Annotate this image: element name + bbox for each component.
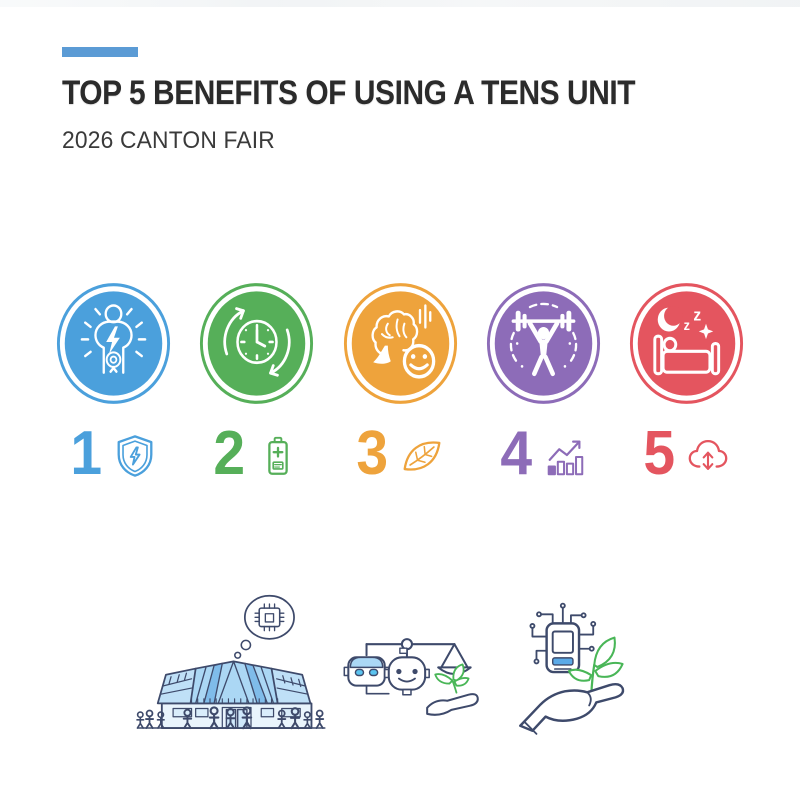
benefit-circle-1 bbox=[55, 281, 172, 406]
svg-text:z: z bbox=[693, 306, 701, 325]
brain-mood-smiley-icon bbox=[343, 283, 457, 404]
rank-number: 1 bbox=[70, 419, 102, 488]
robots-balance-scale-illustration bbox=[343, 638, 479, 716]
rank-number: 4 bbox=[499, 419, 532, 488]
top-edge-band bbox=[0, 0, 800, 7]
pain-relief-body-lightning-icon bbox=[56, 283, 171, 404]
benefit-circles-row: z z bbox=[0, 281, 800, 406]
benefit-rank-1: 1 bbox=[55, 422, 172, 486]
shield-lightning-icon bbox=[117, 435, 153, 477]
rank-number: 5 bbox=[643, 419, 675, 488]
rank-number: 3 bbox=[356, 419, 389, 488]
benefit-circle-2 bbox=[198, 281, 315, 406]
benefit-circle-3 bbox=[342, 281, 459, 406]
strength-weightlifter-icon bbox=[486, 283, 600, 404]
page-title: TOP 5 BENEFITS OF USING A TENS UNIT bbox=[62, 74, 636, 112]
accent-bar bbox=[62, 47, 138, 57]
recovery-clock-refresh-icon bbox=[200, 283, 314, 404]
leaf-icon bbox=[403, 441, 441, 471]
exhibition-hall-illustration bbox=[136, 594, 326, 730]
benefit-ranks-row: 1 2 3 bbox=[0, 422, 800, 486]
benefit-rank-3: 3 bbox=[342, 422, 459, 486]
benefit-circle-5: z z bbox=[628, 281, 745, 406]
hand-device-plant-illustration bbox=[519, 602, 625, 735]
battery-plus-icon bbox=[268, 436, 289, 475]
benefit-rank-5: 5 bbox=[628, 422, 745, 486]
svg-text:z: z bbox=[684, 318, 691, 333]
rank-number: 2 bbox=[213, 419, 246, 488]
cloud-sync-arrows-icon bbox=[688, 439, 728, 472]
page-subtitle: 2026 CANTON FAIR bbox=[62, 127, 275, 154]
sleep-moon-bed-icon: z z bbox=[629, 283, 744, 404]
header: TOP 5 BENEFITS OF USING A TENS UNIT 2026… bbox=[62, 47, 713, 155]
benefit-rank-4: 4 bbox=[485, 422, 602, 486]
growth-bar-chart-icon bbox=[547, 440, 584, 476]
benefit-rank-2: 2 bbox=[198, 422, 315, 486]
benefit-circle-4 bbox=[485, 281, 602, 406]
